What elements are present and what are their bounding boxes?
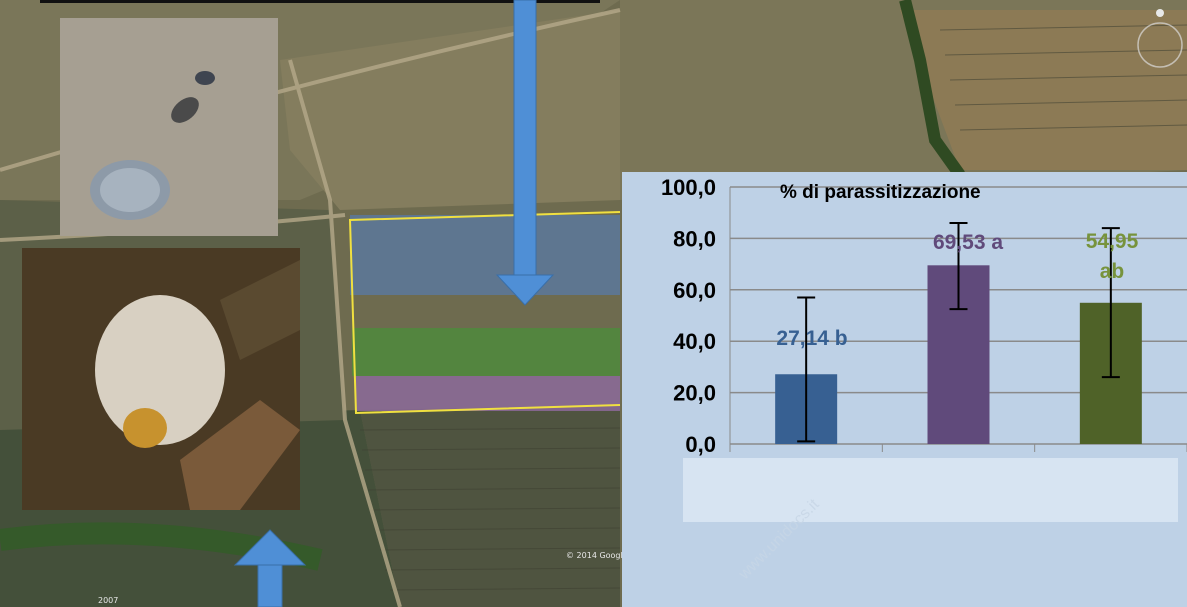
- y-tick-label: 20,0: [673, 381, 716, 406]
- imagery-year: 2007: [98, 596, 118, 605]
- data-label: 69,53 a: [933, 231, 1003, 254]
- y-tick-label: 80,0: [673, 226, 716, 251]
- experiment-plot: [348, 211, 621, 415]
- chart-title: % di parassitizzazione: [780, 182, 981, 203]
- y-tick-label: 0,0: [685, 432, 716, 457]
- up-arrow: [233, 529, 307, 607]
- y-tick-label: 100,0: [661, 175, 716, 200]
- down-arrow: [495, 0, 555, 306]
- data-label: ab: [1100, 260, 1125, 283]
- insect-photo-bottom: [22, 248, 300, 510]
- y-tick-label: 60,0: [673, 278, 716, 303]
- data-label: 27,14 b: [776, 327, 847, 350]
- bar-chart: 0,0 20,0 40,0 60,0 80,0 100,0 27,14 b 69,53 a 54…: [661, 175, 1187, 457]
- chart-panel: 0,0 20,0 40,0 60,0 80,0 100,0 27,14 b 69,53 a 54…: [622, 172, 1187, 607]
- data-label: 54,95: [1086, 230, 1139, 253]
- y-tick-label: 40,0: [673, 329, 716, 354]
- insect-photo-top: [60, 18, 278, 236]
- imagery-credit: © 2014 Google: [566, 551, 628, 560]
